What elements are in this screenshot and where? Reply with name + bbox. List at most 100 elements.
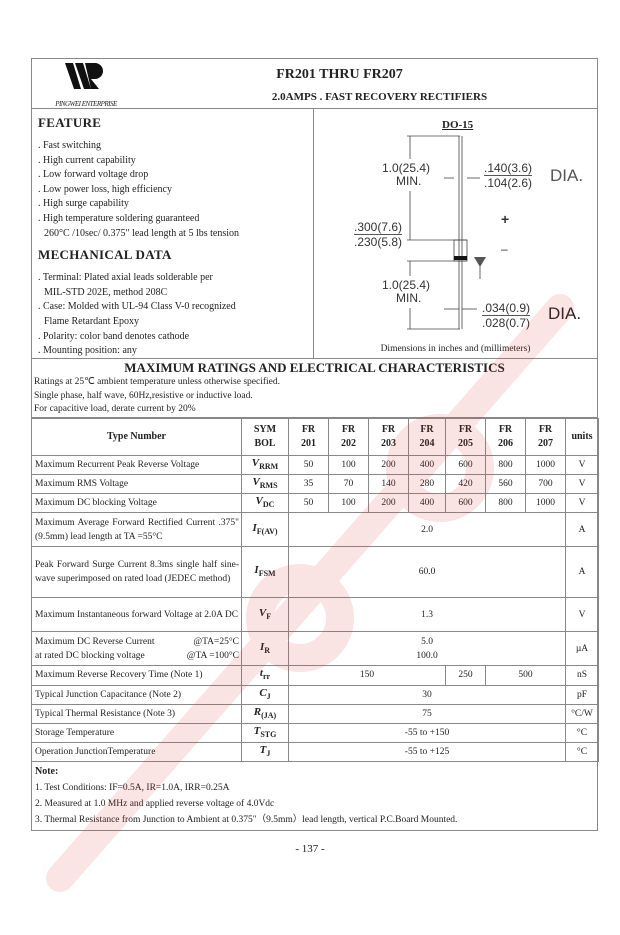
header: PINGWEI ENTERPRISE FR201 THRU FR207 2.0A… (32, 59, 597, 109)
table-row: Maximum DC Reverse Current @TA=25°C at rat… (31, 631, 599, 667)
unit-cell: V (565, 493, 599, 514)
symbol-cell: VRRM (241, 454, 289, 475)
symbol-cell: TSTG (241, 722, 289, 744)
symbol: t (259, 667, 263, 680)
condition-line: For capacitive load, derate current by 2… (34, 404, 196, 415)
symbol-cell: VDC (241, 493, 289, 514)
feature-item: . Low power loss, high efficiency (38, 183, 172, 195)
value: 5.0 (421, 636, 433, 647)
description-cell: Maximum Average Forward Rectified Curren… (31, 512, 242, 548)
mechanical-item: . Terminal: Plated axial leads solderabl… (38, 272, 213, 284)
unit-cell: °C/W (565, 703, 599, 724)
feature-item: 260°C /10sec/ 0.375" lead length at 5 lb… (44, 227, 239, 239)
page-number: - 137 - (295, 843, 325, 856)
table-row: Maximum Instantaneous forward Voltage at… (31, 597, 599, 633)
mechanical-item: . Polarity: color band denotes cathode (38, 330, 190, 342)
value-cell: 1000 (525, 454, 566, 475)
description-cell: Operation JunctionTemperature (31, 742, 242, 763)
part-header: FR 207 (525, 417, 566, 456)
symbol-cell: IFSM (241, 546, 289, 599)
feature-item: . Fast switching (38, 140, 102, 151)
description-cell: Maximum DC blocking Voltage (31, 493, 242, 514)
symbol-header: SYM BOL (241, 417, 289, 456)
description-cell: Storage Temperature (31, 722, 242, 744)
part-number: 201 (301, 437, 316, 449)
value-cell: -55 to +150 (288, 722, 566, 744)
symbol: T (253, 724, 261, 737)
mechanical-item: MIL-STD 202E, method 208C (44, 286, 168, 298)
value-cell: 75 (288, 703, 566, 724)
ratings-table: Type Number SYM BOL FR 201 FR 202 FR 203 FR 204 FR 2… (31, 417, 599, 763)
value-cell: 200 (368, 493, 409, 514)
symbol-subscript: RMS (259, 481, 278, 491)
symbol: V (258, 606, 267, 619)
description-cell: Typical Thermal Resistance (Note 3) (31, 703, 242, 724)
unit-cell: A (565, 512, 599, 548)
unit-cell: V (565, 454, 599, 475)
logo-text: PINGWEI ENTERPRISE (55, 100, 117, 108)
unit-cell: V (565, 473, 599, 495)
part-prefix: FR (381, 423, 396, 435)
value-cell: 100 (328, 493, 369, 514)
description-cell: Maximum Recurrent Peak Reverse Voltage (31, 454, 242, 475)
page-title: FR201 THRU FR207 (276, 67, 403, 82)
symbol: V (252, 475, 260, 488)
value-cell: 50 (288, 493, 329, 514)
value-cell: 500 (485, 665, 566, 686)
symbol-header-line: SYM (253, 423, 277, 435)
dimensions-caption: Dimensions in inches and (millimeters) (380, 344, 531, 354)
description: Maximum DC Reverse Current (35, 636, 155, 647)
value-cell: 800 (485, 454, 526, 475)
table-row: Peak Forward Surge Current 8.3ms single … (31, 546, 599, 599)
package-name: DO-15 (442, 119, 474, 131)
part-header: FR 206 (485, 417, 526, 456)
datasheet-frame: PINGWEI ENTERPRISE FR201 THRU FR207 2.0A… (31, 58, 599, 832)
condition: @TA =100°C (186, 650, 239, 661)
value-cell: 5.0 100.0 (288, 631, 566, 667)
symbol-subscript: (JA) (261, 710, 277, 720)
part-prefix: FR (538, 423, 553, 435)
symbol-subscript: J (266, 691, 271, 701)
unit-cell: V (565, 597, 599, 633)
table-row: Maximum DC blocking Voltage VDC 50 100 200 40… (31, 493, 599, 514)
description: at rated DC blocking voltage (35, 650, 145, 661)
feature-item: . High temperature soldering guaranteed (38, 212, 200, 224)
dia-label: DIA. (548, 304, 582, 323)
unit-cell: pF (565, 684, 599, 705)
type-number-header: Type Number (31, 417, 242, 456)
dia-label: DIA. (550, 166, 584, 185)
min-label: MIN. (396, 174, 422, 188)
notes: Note: 1. Test Conditions: IF=0.5A, IR=1.… (32, 762, 597, 830)
body-length-min: .230(5.8) (354, 235, 403, 249)
symbol: I (252, 521, 257, 534)
value-cell: 1000 (525, 493, 566, 514)
unit-cell: °C (565, 742, 599, 763)
table-header-row: Type Number SYM BOL FR 201 FR 202 FR 203 FR 204 FR 2… (31, 417, 599, 456)
symbol: I (254, 564, 259, 577)
symbol: C (259, 686, 267, 699)
part-number: 205 (458, 437, 473, 449)
symbol-subscript: FSM (258, 569, 276, 579)
note-item: 3. Thermal Resistance from Junction to A… (35, 815, 458, 826)
logo-mark-icon (65, 63, 103, 89)
symbol-cell: IR (241, 631, 289, 667)
unit-cell: nS (565, 665, 599, 686)
mechanical-item: Flame Retardant Epoxy (44, 315, 139, 327)
page-subtitle: 2.0AMPS . FAST RECOVERY RECTIFIERS (271, 91, 488, 103)
part-number: 202 (341, 437, 356, 449)
symbol-subscript: RRM (259, 461, 279, 471)
unit-cell: A (565, 546, 599, 599)
part-number: 204 (419, 437, 435, 449)
company-logo: PINGWEI ENTERPRISE (36, 61, 136, 108)
part-header: FR 204 (408, 417, 446, 456)
part-header: FR 203 (368, 417, 409, 456)
feature-item: . High current capability (38, 154, 136, 166)
rating-conditions: Ratings at 25℃ ambient temperature unles… (32, 376, 597, 418)
table-row: Maximum Reverse Recovery Time (Note 1) tr… (31, 665, 599, 686)
value-cell: 600 (445, 493, 486, 514)
symbol: T (259, 744, 267, 757)
value-cell: 30 (288, 684, 566, 705)
value-cell: 50 (288, 454, 329, 475)
body-dia-max: .140(3.6) (484, 161, 533, 176)
value-cell: 140 (368, 473, 409, 495)
